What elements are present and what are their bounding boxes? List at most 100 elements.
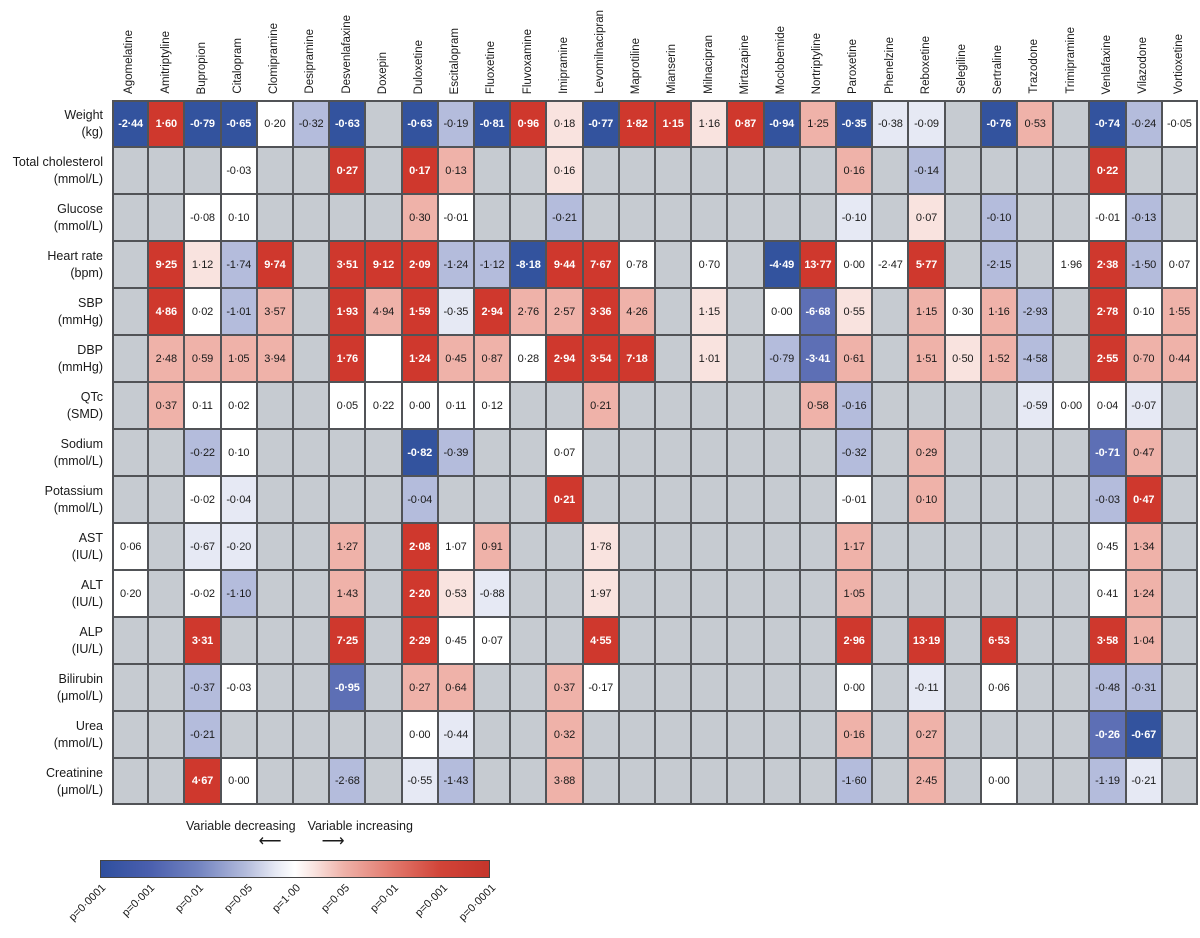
- heatmap-cell: -0·76: [980, 100, 1017, 147]
- heatmap-cell: -0·37: [184, 664, 221, 711]
- heatmap-cell: -0·10: [980, 194, 1017, 241]
- heatmap-cell: [1161, 523, 1198, 570]
- heatmap-cell: [655, 617, 692, 664]
- heatmap-cell: [655, 288, 692, 335]
- heatmap-cell: 3·54: [582, 335, 619, 382]
- heatmap-cell: 1·97: [582, 570, 619, 617]
- heatmap-cell: [944, 429, 981, 476]
- heatmap-cell: -0·63: [329, 100, 366, 147]
- heatmap-cell: 2·29: [401, 617, 438, 664]
- heatmap-cell: -0·02: [184, 476, 221, 523]
- heatmap-cell: 0·02: [220, 382, 257, 429]
- heatmap-cell: -0·63: [401, 100, 438, 147]
- heatmap-cell: 2·57: [546, 288, 583, 335]
- heatmap-cell: [1053, 664, 1090, 711]
- heatmap-cell: [944, 711, 981, 758]
- heatmap-cell: [655, 711, 692, 758]
- heatmap-cell: [365, 758, 402, 805]
- column-header-imipramine: Imipramine: [557, 37, 570, 94]
- column-header-vilazodone: Vilazodone: [1136, 37, 1149, 94]
- heatmap-cell: -0·24: [1125, 100, 1162, 147]
- heatmap-cell: -0·44: [437, 711, 474, 758]
- heatmap-cell: 0·47: [1125, 429, 1162, 476]
- heatmap-cell: 0·70: [1125, 335, 1162, 382]
- heatmap-cell: 0·11: [184, 382, 221, 429]
- heatmap-cell: 0·00: [220, 758, 257, 805]
- heatmap-cell: 1·05: [220, 335, 257, 382]
- heatmap-cell: [655, 147, 692, 194]
- heatmap-cell: [727, 288, 764, 335]
- heatmap-cell: -0·65: [220, 100, 257, 147]
- heatmap-cell: [655, 523, 692, 570]
- heatmap-cell: [799, 617, 836, 664]
- heatmap-cell: 2·94: [546, 335, 583, 382]
- heatmap-cell: [365, 570, 402, 617]
- heatmap-cell: [546, 617, 583, 664]
- heatmap-cell: [365, 100, 402, 147]
- heatmap-cell: 1·43: [329, 570, 366, 617]
- heatmap-cell: [293, 335, 330, 382]
- column-header-citalopram: Citalopram: [231, 38, 244, 94]
- column-header-fluvoxamine: Fluvoxamine: [521, 28, 534, 94]
- heatmap-cell: [618, 382, 655, 429]
- heatmap-cell: -2·15: [980, 241, 1017, 288]
- heatmap-cell: [691, 523, 728, 570]
- heatmap-cell: 0·06: [980, 664, 1017, 711]
- heatmap-cell: [365, 523, 402, 570]
- heatmap-cell: [727, 664, 764, 711]
- heatmap-cell: [365, 147, 402, 194]
- heatmap-cell: [1125, 147, 1162, 194]
- heatmap-cell: 0·00: [401, 382, 438, 429]
- left-arrow-icon: ⟵: [258, 833, 282, 850]
- heatmap-cell: 0·91: [474, 523, 511, 570]
- heatmap-cell: [148, 194, 185, 241]
- heatmap-cell: 0·27: [329, 147, 366, 194]
- heatmap-cell: [1053, 570, 1090, 617]
- heatmap-cell: [1053, 335, 1090, 382]
- heatmap-cell: [691, 382, 728, 429]
- heatmap-cell: 9·44: [546, 241, 583, 288]
- heatmap-cell: [148, 758, 185, 805]
- heatmap-cell: -0·39: [437, 429, 474, 476]
- heatmap-cell: 9·12: [365, 241, 402, 288]
- heatmap-cell: [256, 194, 293, 241]
- heatmap-cell: [944, 570, 981, 617]
- heatmap-cell: [944, 617, 981, 664]
- heatmap-cell: 2·76: [510, 288, 547, 335]
- heatmap-cell: [293, 194, 330, 241]
- heatmap-cell: [872, 382, 909, 429]
- heatmap-cell: -2·68: [329, 758, 366, 805]
- heatmap-cell: [944, 523, 981, 570]
- row-label-bilirubin: Bilirubin (μmol/L): [56, 672, 103, 703]
- heatmap-cell: -1·60: [836, 758, 873, 805]
- heatmap-cell: -3·41: [799, 335, 836, 382]
- row-label-total-cholesterol: Total cholesterol (mmol/L): [12, 155, 103, 186]
- heatmap-cell: -0·03: [220, 147, 257, 194]
- heatmap-cell: [763, 664, 800, 711]
- heatmap-cell: 1·52: [980, 335, 1017, 382]
- heatmap-cell: [510, 617, 547, 664]
- heatmap-cell: 1·17: [836, 523, 873, 570]
- heatmap-cell: [944, 664, 981, 711]
- heatmap-cell: -0·02: [184, 570, 221, 617]
- heatmap-cell: 2·78: [1089, 288, 1126, 335]
- heatmap-cell: [329, 194, 366, 241]
- heatmap-cell: [256, 570, 293, 617]
- heatmap-cell: [655, 429, 692, 476]
- heatmap-cell: -0·32: [293, 100, 330, 147]
- heatmap-cell: [618, 758, 655, 805]
- heatmap-cell: [365, 429, 402, 476]
- heatmap-cell: 1·60: [148, 100, 185, 147]
- heatmap-cell: -2·93: [1017, 288, 1054, 335]
- increasing-label: Variable increasing: [307, 819, 413, 833]
- heatmap-cell: [1053, 147, 1090, 194]
- heatmap-cell: 4·86: [148, 288, 185, 335]
- heatmap-cell: -0·04: [401, 476, 438, 523]
- heatmap-cell: [148, 664, 185, 711]
- heatmap-cell: [1161, 382, 1198, 429]
- heatmap-cell: 0·61: [836, 335, 873, 382]
- heatmap-cell: 1·04: [1125, 617, 1162, 664]
- heatmap-cell: [256, 617, 293, 664]
- heatmap-cell: [727, 335, 764, 382]
- row-label-alt: ALT (IU/L): [71, 578, 103, 609]
